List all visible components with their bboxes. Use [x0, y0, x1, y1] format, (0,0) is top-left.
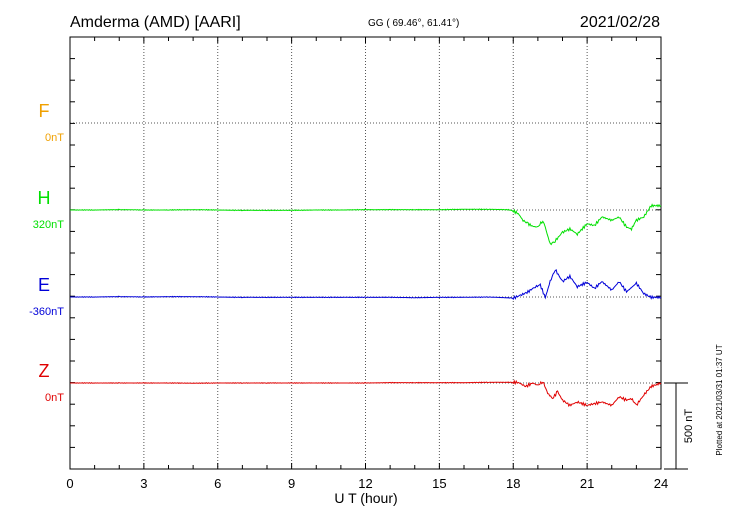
component-labels: F 0nT H 320nT E -360nT Z 0nT	[29, 101, 64, 404]
x-tick-label: 24	[654, 476, 668, 491]
coordinates-label: GG ( 69.46°, 61.41°)	[368, 18, 459, 29]
x-axis-label: U T (hour)	[334, 490, 397, 506]
station-title: Amderma (AMD) [AARI]	[70, 14, 241, 31]
x-tick-labels: 0 3 6 9 12 15 18 21 24	[66, 476, 668, 491]
x-tick-label: 12	[358, 476, 372, 491]
baseline-label-z: 0nT	[45, 392, 64, 404]
component-label-z: Z	[39, 361, 50, 381]
series-line-z	[70, 379, 662, 408]
component-label-f: F	[39, 101, 50, 121]
x-tick-label: 9	[288, 476, 295, 491]
baseline-label-e: -360nT	[29, 306, 64, 318]
component-label-h: H	[38, 188, 51, 208]
grid-lines	[70, 37, 661, 469]
scale-bar: 500 nT	[664, 382, 695, 470]
scale-bar-label: 500 nT	[683, 409, 695, 444]
baseline-label-f: 0nT	[45, 132, 64, 144]
date-label: 2021/02/28	[580, 14, 660, 31]
x-tick-label: 18	[506, 476, 520, 491]
x-tick-label: 15	[432, 476, 446, 491]
baseline-label-h: 320nT	[33, 219, 64, 231]
x-tick-label: 3	[140, 476, 147, 491]
series-line-e	[70, 269, 662, 300]
x-tick-label: 0	[66, 476, 73, 491]
plotted-timestamp: Plotted at 2021/03/31 01:37 UT	[715, 344, 724, 455]
component-label-e: E	[38, 275, 50, 295]
series-line-h	[70, 203, 662, 246]
x-tick-label: 21	[580, 476, 594, 491]
x-tick-label: 6	[214, 476, 221, 491]
series-lines	[70, 203, 662, 408]
